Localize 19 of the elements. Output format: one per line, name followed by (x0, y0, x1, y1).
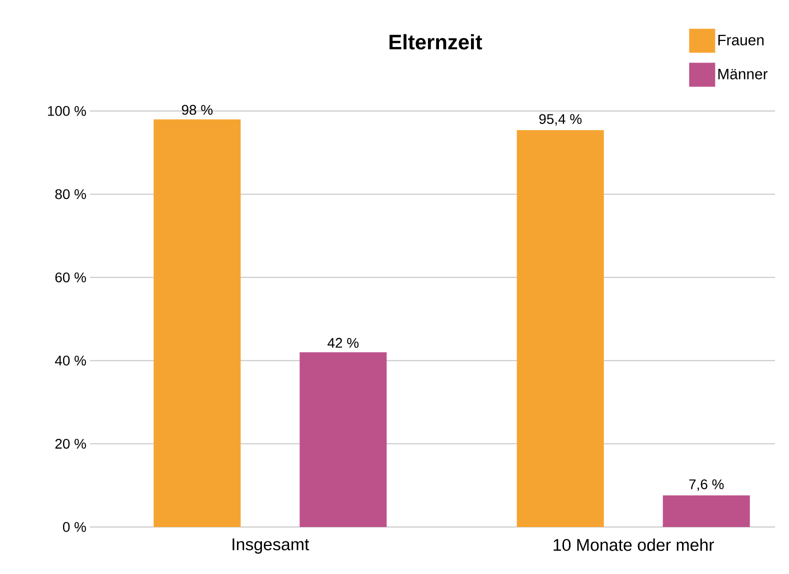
bar (154, 119, 241, 527)
x-tick-label: Insgesamt (232, 538, 310, 554)
chart-title: Elternzeit (390, 34, 482, 50)
y-tick-label: 40 % (55, 356, 86, 366)
data-label: 95,4 % (539, 114, 582, 126)
bar (516, 130, 604, 527)
legend-label: Männer (718, 68, 768, 80)
data-label: 42 % (328, 338, 359, 348)
data-label: 7,6 % (689, 479, 724, 491)
data-label: 98 % (182, 104, 213, 115)
y-tick-label: 100 % (48, 106, 86, 116)
y-tick-label: 60 % (55, 272, 86, 282)
bar (662, 495, 750, 527)
y-tick-label: 80 % (55, 189, 86, 200)
legend-label: Frauen (718, 34, 764, 46)
x-tick-label: 10 Monate oder mehr (554, 538, 714, 551)
bar (300, 352, 387, 527)
y-tick-label: 0 % (62, 522, 86, 532)
y-tick-label: 20 % (55, 438, 86, 449)
